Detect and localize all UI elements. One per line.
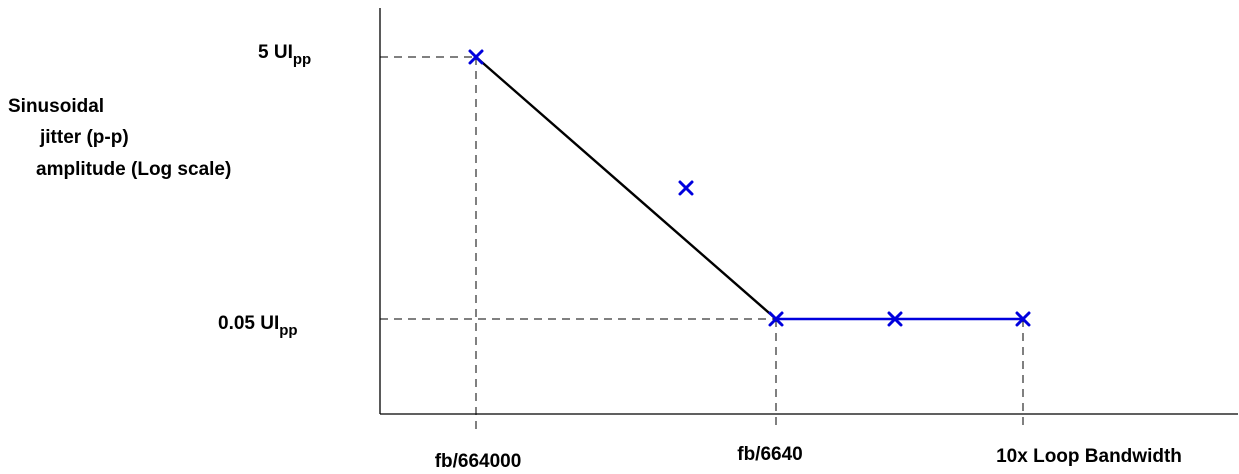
y-tick-label-0-05: 0.05 UIpp: [218, 313, 298, 339]
guide-lines: [380, 57, 1023, 430]
x-tick-label-fb-6640: fb/6640: [737, 444, 802, 465]
series-line-1: [476, 57, 776, 319]
y-tick-label-0-05-main: 0.05 UI: [218, 313, 279, 334]
x-tick-label-10x-loop-bandwidth: 10x Loop Bandwidth: [996, 446, 1182, 467]
y-axis-title-line-3: amplitude (Log scale): [36, 159, 231, 180]
y-axis-title-line-2: jitter (p-p): [39, 127, 129, 148]
data-marker-2: [680, 182, 692, 194]
y-tick-label-5-main: 5 UI: [258, 42, 293, 63]
data-markers: [470, 51, 1029, 325]
y-tick-label-5: 5 UIpp: [258, 42, 311, 68]
y-axis-title-line-1: Sinusoidal: [8, 96, 104, 117]
series-lines: [476, 57, 1023, 319]
x-tick-label-fb-664000: fb/664000: [435, 451, 522, 472]
y-tick-label-5-sub: pp: [293, 51, 311, 68]
y-tick-label-0-05-sub: pp: [279, 322, 297, 339]
